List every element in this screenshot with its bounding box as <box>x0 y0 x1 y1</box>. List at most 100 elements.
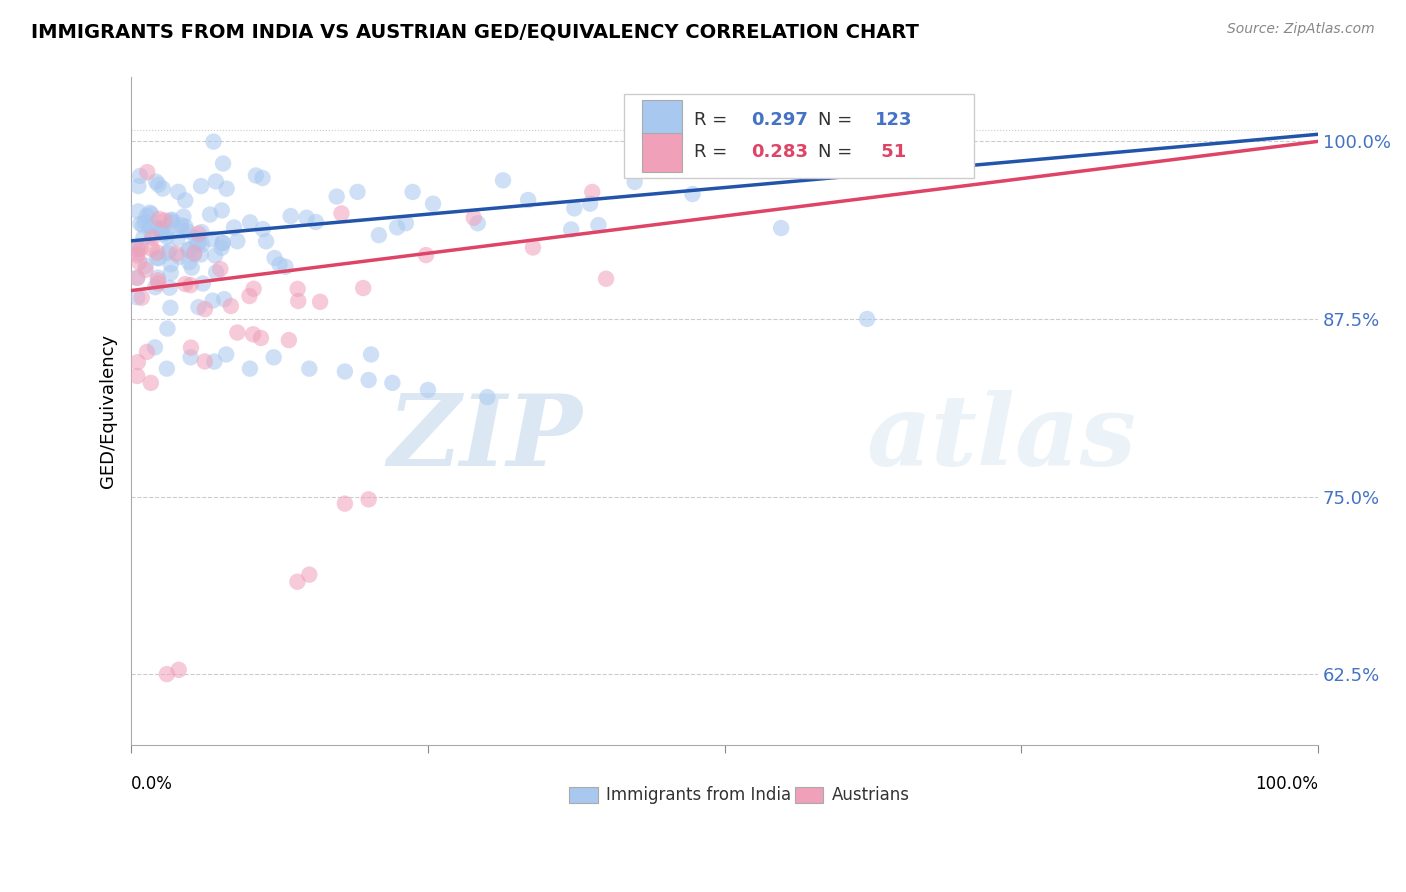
Point <box>186 236 208 251</box>
FancyBboxPatch shape <box>641 101 682 140</box>
Point <box>153 213 176 227</box>
Point <box>136 344 159 359</box>
Point <box>477 390 499 404</box>
Point <box>222 220 245 235</box>
Point <box>211 241 233 255</box>
Point <box>167 185 190 199</box>
Point <box>139 376 162 390</box>
Point <box>180 278 202 293</box>
Point <box>381 376 404 390</box>
Point <box>211 235 233 250</box>
Point <box>187 227 209 241</box>
Point <box>174 219 197 234</box>
Point <box>127 242 149 256</box>
Point <box>298 361 321 376</box>
Point <box>146 221 169 235</box>
Y-axis label: GED/Equivalency: GED/Equivalency <box>100 334 117 488</box>
Point <box>226 326 249 340</box>
Point <box>517 193 540 207</box>
Point <box>167 231 190 245</box>
Point <box>152 227 174 241</box>
Point <box>211 203 233 218</box>
Point <box>277 333 299 347</box>
Text: Source: ZipAtlas.com: Source: ZipAtlas.com <box>1227 22 1375 37</box>
Point <box>160 212 183 227</box>
Point <box>263 251 285 265</box>
Text: Austrians: Austrians <box>831 786 910 805</box>
Point <box>287 282 309 296</box>
Point <box>128 255 150 269</box>
Point <box>245 169 267 183</box>
Point <box>330 206 353 220</box>
Point <box>190 225 212 239</box>
Point <box>134 215 156 229</box>
Point <box>129 217 152 231</box>
Point <box>562 202 585 216</box>
Point <box>579 196 602 211</box>
Point <box>190 247 212 261</box>
Point <box>250 331 273 345</box>
Point <box>127 204 149 219</box>
Point <box>357 373 380 387</box>
Point <box>145 175 167 189</box>
Point <box>595 271 617 285</box>
Point <box>135 209 157 223</box>
Point <box>170 218 193 232</box>
Point <box>148 178 170 192</box>
Point <box>177 243 200 257</box>
Point <box>172 224 194 238</box>
Point <box>174 277 197 291</box>
Point <box>191 277 214 291</box>
Point <box>141 227 163 242</box>
Point <box>184 231 207 245</box>
Point <box>309 294 332 309</box>
Text: IMMIGRANTS FROM INDIA VS AUSTRIAN GED/EQUIVALENCY CORRELATION CHART: IMMIGRANTS FROM INDIA VS AUSTRIAN GED/EQ… <box>31 22 918 41</box>
Point <box>201 293 224 308</box>
Point <box>141 230 163 244</box>
Point <box>360 347 382 361</box>
Text: 0.0%: 0.0% <box>131 775 173 793</box>
Point <box>298 567 321 582</box>
Point <box>136 165 159 179</box>
FancyBboxPatch shape <box>794 788 823 803</box>
Point <box>143 280 166 294</box>
Point <box>183 246 205 260</box>
Point <box>169 250 191 264</box>
Point <box>205 174 228 188</box>
Point <box>135 259 157 273</box>
Point <box>190 179 212 194</box>
FancyBboxPatch shape <box>624 95 974 178</box>
Point <box>146 245 169 260</box>
Point <box>211 235 233 250</box>
Point <box>132 230 155 244</box>
Point <box>127 240 149 254</box>
Point <box>156 667 179 681</box>
Point <box>187 235 209 250</box>
Point <box>146 273 169 287</box>
Point <box>856 312 879 326</box>
Point <box>148 220 170 235</box>
Point <box>357 492 380 507</box>
Point <box>176 224 198 238</box>
Point <box>682 187 704 202</box>
Point <box>198 208 221 222</box>
Point <box>156 246 179 260</box>
Point <box>160 213 183 227</box>
Point <box>770 221 793 235</box>
Point <box>127 290 149 304</box>
Point <box>138 219 160 233</box>
Point <box>166 246 188 260</box>
Text: Immigrants from India: Immigrants from India <box>606 786 792 805</box>
Point <box>200 232 222 246</box>
Text: 0.283: 0.283 <box>751 144 808 161</box>
Point <box>135 262 157 277</box>
Point <box>150 222 173 236</box>
Point <box>385 220 408 235</box>
Point <box>152 181 174 195</box>
Point <box>467 216 489 230</box>
Text: R =: R = <box>693 112 733 129</box>
Point <box>194 354 217 368</box>
Point <box>422 196 444 211</box>
Point <box>239 215 262 229</box>
Point <box>209 262 232 277</box>
